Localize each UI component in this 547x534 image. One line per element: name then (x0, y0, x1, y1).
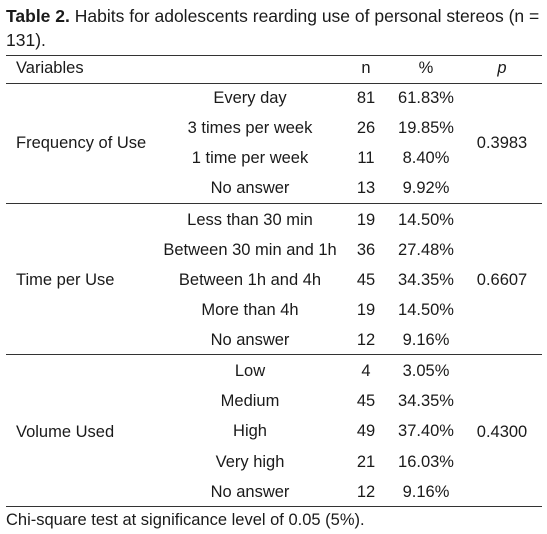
header-p: p (497, 59, 507, 77)
footnote: Chi-square test at significance level of… (6, 511, 365, 529)
row-label: Medium (220, 392, 280, 410)
header-percent: % (418, 59, 434, 77)
row-percent: 14.50% (398, 301, 454, 319)
row-percent: 9.92% (402, 179, 450, 197)
row-n: 11 (357, 149, 375, 167)
group-name: Frequency of Use (16, 134, 147, 152)
row-percent: 8.40% (402, 149, 450, 167)
row-label: Between 30 min and 1h (163, 241, 337, 259)
row-label: 3 times per week (187, 119, 313, 137)
row-n: 45 (356, 392, 376, 410)
row-n: 13 (356, 179, 376, 197)
row-percent: 3.05% (402, 362, 450, 380)
group-p-value: 0.4300 (476, 422, 528, 441)
row-n: 36 (356, 241, 376, 259)
row-percent: 9.16% (402, 331, 450, 349)
bottom-rule (6, 506, 542, 507)
row-percent: 27.48% (398, 241, 454, 259)
group-rule (6, 354, 542, 355)
row-percent: 37.40% (398, 422, 454, 440)
row-n: 19 (356, 301, 376, 319)
table-caption: Table 2. Habits for adolescents rearding… (6, 4, 542, 52)
row-label: Less than 30 min (187, 211, 313, 229)
group-name: Volume Used (16, 422, 115, 441)
row-percent: 61.83% (398, 89, 454, 107)
row-n: 26 (356, 119, 376, 137)
row-n: 4 (361, 362, 371, 380)
row-n: 81 (356, 89, 376, 107)
row-label: High (233, 422, 267, 440)
row-label: Between 1h and 4h (178, 271, 322, 289)
row-n: 12 (356, 331, 376, 349)
table-label: Table 2. (6, 6, 70, 26)
group-name: Time per Use (16, 271, 115, 289)
header-n: n (361, 59, 371, 77)
group-rule (6, 203, 542, 204)
header-variables: Variables (16, 59, 84, 77)
row-label: No answer (210, 179, 290, 197)
row-label: Very high (215, 453, 285, 471)
group-p-value: 0.3983 (476, 134, 528, 152)
row-n: 21 (356, 453, 376, 471)
row-label: More than 4h (201, 301, 299, 319)
row-percent: 16.03% (398, 453, 454, 471)
row-label: Every day (213, 89, 287, 107)
row-percent: 34.35% (398, 271, 454, 289)
header-rule (6, 83, 542, 84)
top-rule (6, 55, 542, 56)
row-n: 45 (356, 271, 376, 289)
row-percent: 9.16% (402, 483, 450, 501)
row-n: 19 (356, 211, 376, 229)
row-label: Low (234, 362, 266, 380)
row-label: 1 time per week (191, 149, 309, 167)
row-label: No answer (210, 483, 290, 501)
row-percent: 34.35% (398, 392, 454, 410)
row-n: 49 (356, 422, 376, 440)
row-label: No answer (210, 331, 290, 349)
row-percent: 14.50% (398, 211, 454, 229)
row-percent: 19.85% (398, 119, 454, 137)
group-p-value: 0.6607 (476, 271, 528, 289)
row-n: 12 (356, 483, 376, 501)
table-title: Habits for adolescents rearding use of p… (6, 6, 540, 50)
